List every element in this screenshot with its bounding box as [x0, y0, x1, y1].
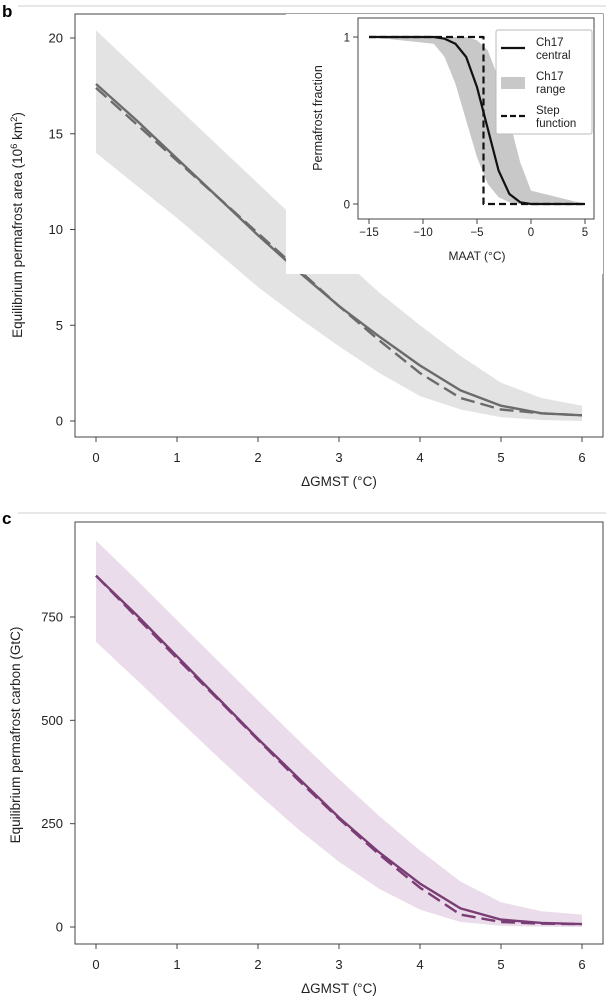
panel-a-x-axis-label: MAAT (°C): [448, 249, 505, 263]
panel-c-y-axis-label: Equilibrium permafrost carbon (GtC): [8, 627, 23, 844]
panel-c-y-tick-label: 0: [56, 920, 63, 935]
panel-b-y-tick-label: 15: [49, 126, 63, 141]
panel-b-x-tick-label: 6: [578, 450, 585, 465]
panel-a-x-tick-label: −15: [359, 227, 379, 239]
panel-c-x-tick-label: 4: [416, 957, 423, 972]
panel-c-y-tick-label: 500: [41, 713, 63, 728]
panel-b-y-tick-label: 10: [49, 222, 63, 237]
panel-b-x-tick-label: 1: [173, 450, 180, 465]
panel-b-x-tick-label: 5: [497, 450, 504, 465]
panel-b-y-axis-label: Equilibrium permafrost area (106 km2): [9, 112, 25, 338]
panel-a-y-tick-label: 1: [344, 33, 350, 45]
panel-a-y-tick-label: 0: [344, 200, 350, 212]
panel-a-x-tick-label: 0: [528, 227, 534, 239]
panel-a-plot: −15 −10 −5 0 5 0 1 MAAT (°C) Permafrost fraction…: [311, 29, 593, 263]
panel-b-y-tick-label: 20: [49, 31, 63, 46]
panel-b-y-tick-label: 5: [56, 318, 63, 333]
panel-a-legend-label: Ch17: [536, 37, 564, 49]
panel-c-plot-frame: [74, 521, 604, 945]
panel-a-legend-label: range: [536, 84, 565, 96]
panel-a-legend-label: Ch17: [536, 71, 564, 83]
panel-b-y-axis-label-part: Equilibrium permafrost area (10: [10, 149, 25, 338]
panel-c-series-step-function-line: [95, 574, 583, 926]
panel-c-x-tick-label: 3: [335, 957, 342, 972]
panel-b-letter: b: [2, 2, 12, 21]
panel-b-y-axis-label-part: ): [10, 112, 25, 117]
panel-b-x-tick-label: 3: [335, 450, 342, 465]
panel-a-x-tick-label: −10: [413, 227, 433, 239]
panel-a-legend-box: [495, 29, 593, 135]
panel-c-x-tick-label: 0: [92, 957, 99, 972]
panel-c-x-axis-label: ΔGMST (°C): [301, 981, 377, 996]
panel-b-y-axis-label-part: km: [10, 122, 25, 144]
panel-a-x-tick-label: 5: [582, 227, 588, 239]
panel-b-series-step-function-line: [95, 86, 583, 417]
panel-a-range-band: [369, 37, 585, 204]
panel-b-x-tick-label: 2: [254, 450, 261, 465]
panel-b-x-tick-label: 0: [92, 450, 99, 465]
panel-b-range-band: [96, 30, 582, 422]
panel-a-y-axis-label: Permafrost fraction: [311, 65, 325, 171]
panel-c-x-tick-label: 2: [254, 957, 261, 972]
panel-c-plot: 0 1 2 3 4 5 6 0 250 500 750 ΔGMST (°C) Equilibrium p…: [8, 540, 586, 996]
panel-a-series-ch17-central-line: [369, 35, 585, 206]
panel-b-x-tick-label: 4: [416, 450, 423, 465]
panel-a-x-tick-label: −5: [470, 227, 483, 239]
panel-b-y-axis-label-part: 2: [9, 117, 20, 122]
panel-b-y-tick-label: 0: [56, 414, 63, 429]
panel-a-legend-label: function: [536, 118, 576, 130]
panel-c-y-tick-label: 250: [41, 816, 63, 831]
panel-c-letter: c: [2, 509, 11, 528]
panel-a-series-step-function-line: [369, 35, 585, 206]
panel-b-x-axis-label: ΔGMST (°C): [301, 474, 377, 489]
panel-c-range-band: [96, 540, 582, 927]
panel-b-y-axis-label-part: 6: [9, 144, 20, 149]
panel-a-legend-label: Step: [536, 105, 560, 117]
panel-c-x-tick-label: 1: [173, 957, 180, 972]
panel-c-x-tick-label: 5: [497, 957, 504, 972]
panel-a-plot-frame: [357, 17, 595, 220]
panel-c-x-tick-label: 6: [578, 957, 585, 972]
panel-a-legend-label: central: [536, 50, 571, 62]
panel-c-y-tick-label: 750: [41, 610, 63, 625]
panel-a-legend-swatch-range: [501, 77, 525, 89]
